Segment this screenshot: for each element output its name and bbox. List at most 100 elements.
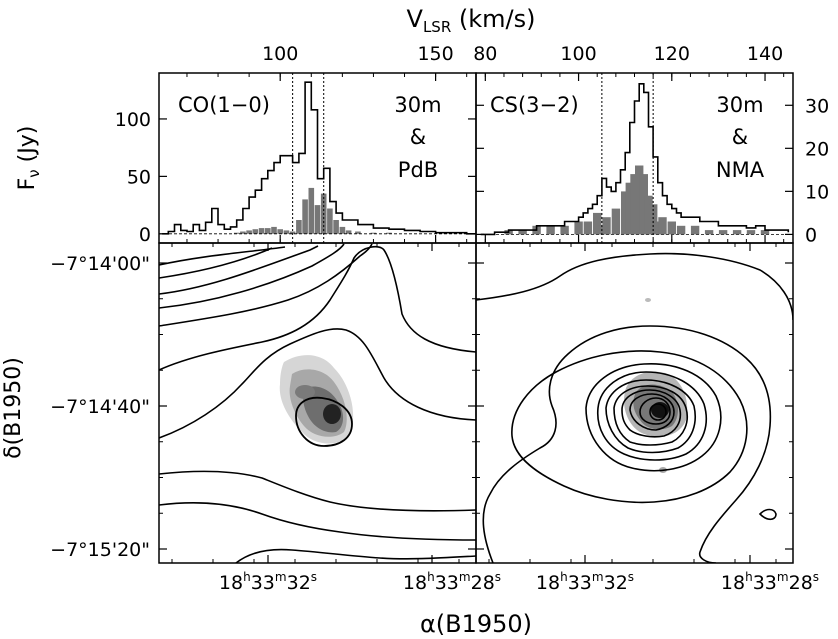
cs-interferometer-bar: [667, 221, 676, 235]
dec-tick-label: −7°14'40": [50, 396, 150, 418]
cs-map-contour-5: [597, 371, 708, 461]
co-x-tick-label: 150: [417, 43, 453, 65]
cs-interferometer-bar: [746, 230, 756, 235]
cs-map-contour-4: [585, 363, 722, 472]
cs-x-tick-label: 140: [747, 43, 783, 65]
co-map-contour-2: [159, 247, 273, 279]
cs-y-tick-label: 10: [805, 181, 829, 203]
co-interferometer-bar: [386, 232, 392, 234]
cs-interferometer-bar: [593, 212, 602, 235]
co-y-tick-label: 0: [139, 224, 151, 246]
co-interferometer-bar: [333, 220, 339, 234]
co-x-tick-label: 100: [262, 43, 298, 65]
cs-map-contour-3: [511, 350, 748, 504]
cs-interferometer-bar: [658, 217, 667, 235]
co-map-contour-8: [159, 470, 476, 512]
co-interferometer-bar: [314, 205, 321, 234]
co-interferometer-bar: [296, 220, 302, 234]
co-interferometer-bar: [302, 199, 308, 234]
co-interferometer-bar: [370, 232, 377, 234]
co-map-panel: [158, 242, 477, 564]
co-map-ra-tick-label: 18h33m32s: [219, 570, 317, 594]
co-line-label: CO(1−0): [178, 93, 270, 117]
cs-interferometer-bar: [676, 225, 686, 235]
cs-map-panel: [475, 242, 794, 564]
co-map-contour-7: [159, 328, 476, 439]
cs-line-label: CS(3−2): [490, 93, 579, 117]
cs-interferometer-bar: [560, 225, 569, 235]
co-telescope-label-1: 30m: [394, 93, 441, 117]
cs-telescope-label-1: 30m: [716, 93, 763, 117]
cs-interferometer-bar: [635, 165, 644, 235]
cs-interferometer-bar: [583, 221, 593, 235]
cs-interferometer-bar: [704, 230, 714, 235]
cs-single-dish-line: [480, 83, 790, 236]
co-telescope-label-3: PdB: [398, 158, 438, 182]
cs-interferometer-bar: [732, 230, 742, 235]
cs-map-contour-1: [476, 252, 793, 321]
co-map-contour-5: [159, 243, 373, 327]
co-interferometer-bar: [258, 228, 265, 234]
dec-axis-title: δ(B1950): [1, 357, 26, 459]
co-interferometer-bar: [355, 231, 361, 234]
co-map-ra-tick-label: 18h33m28s: [403, 570, 501, 594]
co-y-tick-label: 50: [127, 166, 151, 188]
co-interferometer-bar: [265, 228, 271, 234]
cs-interferometer-bar: [602, 217, 611, 235]
cs-map-contour-small: [758, 508, 777, 521]
co-interferometer-bar: [277, 229, 283, 234]
cs-interferometer-bar: [621, 191, 630, 235]
cs-telescope-label-3: NMA: [716, 158, 765, 182]
co-single-dish-line: [162, 81, 476, 235]
co-map-contour-6: [159, 245, 476, 371]
cs-map-greyscale-spot-2: [645, 298, 651, 302]
co-interferometer-bar: [289, 231, 296, 234]
top-axis-title: VLSR (km/s): [407, 5, 536, 36]
co-map-contour-1: [159, 246, 286, 266]
cs-map-ra-tick-label: 18h33m28s: [721, 570, 819, 594]
cs-interferometer-bar: [639, 174, 648, 235]
cs-map-contour-7: [613, 385, 688, 446]
cs-map-contour-9: [629, 393, 675, 431]
cs-x-tick-label: 120: [654, 43, 690, 65]
cs-y-tick-label: 30: [805, 95, 829, 117]
cs-interferometer-bar: [653, 221, 662, 235]
cs-map-contour-10: [639, 397, 671, 425]
co-interferometer-bar: [308, 187, 315, 234]
co-interferometer-bar: [271, 226, 277, 234]
cs-interferometer-bar: [611, 208, 621, 235]
co-map-contour-core: [295, 396, 353, 447]
cs-map-contour-6: [605, 379, 696, 454]
cs-interferometer-bar: [649, 204, 658, 235]
cs-interferometer-bar: [546, 225, 555, 235]
dec-tick-label: −7°14'00": [50, 253, 150, 275]
dec-tick-label: −7°15'20": [50, 539, 150, 561]
co-map-contour-10: [235, 548, 476, 563]
flux-axis-title: Fν (Jy): [15, 126, 43, 191]
cs-map-contour-11: [649, 403, 667, 421]
co-map-greyscale-peak-2: [295, 385, 315, 399]
ra-axis-title: α(B1950): [420, 610, 532, 638]
cs-interferometer-bar: [518, 230, 527, 235]
cs-map-ra-tick-label: 18h33m32s: [536, 570, 634, 594]
co-spectrum-panel: CO(1−0) 30m & PdB: [158, 72, 477, 244]
cs-interferometer-bar: [760, 230, 770, 235]
cs-map-contour-2: [482, 325, 772, 563]
cs-y-tick-label: 0: [805, 224, 817, 246]
co-map-contour-3: [159, 245, 319, 295]
co-interferometer-bar: [233, 232, 240, 234]
cs-interferometer-bar: [644, 195, 653, 235]
cs-interferometer-bar: [625, 182, 634, 235]
cs-interferometer-bar: [690, 225, 700, 235]
co-interferometer-bar: [252, 229, 259, 234]
cs-map-contour-8: [621, 389, 682, 438]
co-interferometer-bar: [283, 230, 290, 234]
cs-y-tick-label: 20: [805, 138, 829, 160]
co-interferometer-bar: [240, 231, 246, 234]
cs-spectrum-panel: CS(3−2) 30m & NMA: [475, 72, 794, 244]
co-telescope-label-2: &: [410, 125, 426, 149]
cs-interferometer-bar: [718, 230, 728, 235]
cs-x-tick-label: 100: [560, 43, 596, 65]
co-map-contour-4: [159, 243, 345, 309]
